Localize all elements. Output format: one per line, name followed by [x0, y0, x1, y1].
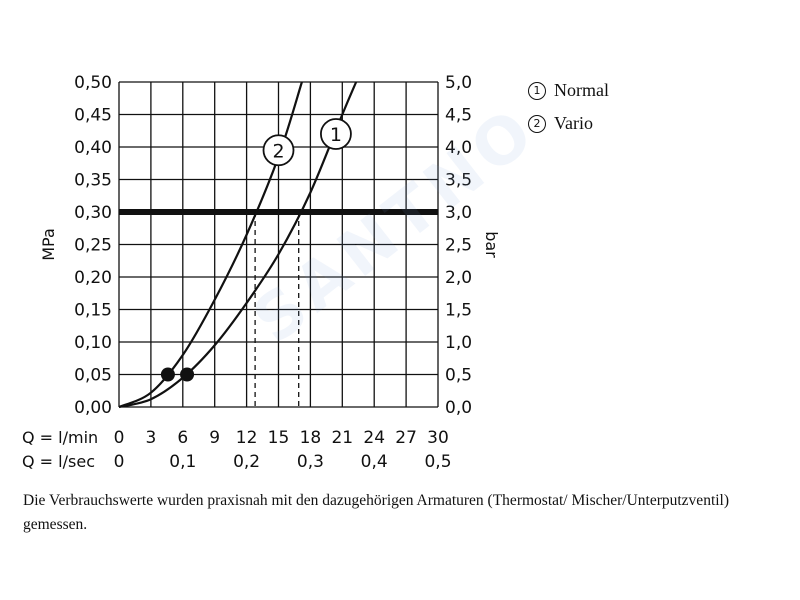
x-tick-label-9: 9 [209, 428, 220, 448]
chart-caption: Die Verbrauchswerte wurden praxisnah mit… [23, 492, 730, 533]
y-right-tick-label-1: 0,5 [445, 366, 472, 386]
y-right-axis-title: bar [482, 231, 501, 258]
y-left-tick-label-0: 0,00 [74, 398, 112, 418]
y-right-tick-label-0: 0,0 [445, 398, 472, 418]
y-left-tick-label-7: 0,35 [74, 171, 112, 191]
y-right-tick-label-5: 2,5 [445, 236, 472, 256]
y-right-tick-label-10: 5,0 [445, 73, 472, 93]
x-axis-title-lmin: Q = l/min [22, 428, 98, 447]
y-right-tick-label-8: 4,0 [445, 138, 472, 158]
x-axis-title-lsec: Q = l/sec [22, 452, 95, 471]
y-right-tick-label-4: 2,0 [445, 268, 472, 288]
legend-item-vario: 2 Vario [528, 113, 593, 134]
legend-symbol-2: 2 [528, 114, 546, 133]
series-label-circle-2 [262, 134, 295, 167]
x-secondary-tick-label-2: 0,2 [233, 452, 260, 472]
y-right-tick-label-7: 3,5 [445, 171, 472, 191]
x-tick-label-30: 30 [427, 428, 449, 448]
y-left-tick-label-6: 0,30 [74, 203, 112, 223]
marker-series-2 [160, 367, 175, 382]
legend-label-normal: Normal [554, 80, 609, 100]
x-secondary-tick-label-0: 0 [114, 452, 125, 472]
y-left-tick-label-4: 0,20 [74, 268, 112, 288]
y-left-tick-label-2: 0,10 [74, 333, 112, 353]
x-secondary-tick-label-3: 0,3 [297, 452, 324, 472]
legend-label-vario: Vario [554, 113, 593, 133]
y-left-axis-title: MPa [39, 228, 58, 261]
x-tick-label-21: 21 [331, 428, 353, 448]
x-tick-label-3: 3 [145, 428, 156, 448]
y-left-tick-label-8: 0,40 [74, 138, 112, 158]
y-right-tick-label-3: 1,5 [445, 301, 472, 321]
x-secondary-tick-label-4: 0,4 [361, 452, 388, 472]
y-left-tick-label-1: 0,05 [74, 366, 112, 386]
marker-series-1 [180, 367, 195, 382]
x-tick-label-24: 24 [363, 428, 385, 448]
y-left-tick-label-3: 0,15 [74, 301, 112, 321]
x-tick-label-12: 12 [236, 428, 258, 448]
x-tick-label-6: 6 [177, 428, 188, 448]
x-tick-label-18: 18 [300, 428, 322, 448]
flow-pressure-chart: 120,000,050,100,150,200,250,300,350,400,… [22, 73, 501, 472]
legend-symbol-1: 1 [528, 81, 546, 100]
series-label-2: 2 [272, 140, 284, 162]
series-label-circle-1 [320, 118, 352, 150]
y-right-tick-label-9: 4,5 [445, 106, 472, 126]
legend-item-normal: 1 Normal [528, 80, 609, 101]
series-label-1: 1 [330, 124, 342, 146]
y-left-tick-label-5: 0,25 [74, 236, 112, 256]
y-right-tick-label-2: 1,0 [445, 333, 472, 353]
y-right-tick-label-6: 3,0 [445, 203, 472, 223]
x-tick-label-0: 0 [114, 428, 125, 448]
x-tick-label-27: 27 [395, 428, 417, 448]
y-left-tick-label-9: 0,45 [74, 106, 112, 126]
x-secondary-tick-label-5: 0,5 [424, 452, 451, 472]
x-tick-label-15: 15 [268, 428, 290, 448]
y-left-tick-label-10: 0,50 [74, 73, 112, 93]
x-secondary-tick-label-1: 0,1 [169, 452, 196, 472]
